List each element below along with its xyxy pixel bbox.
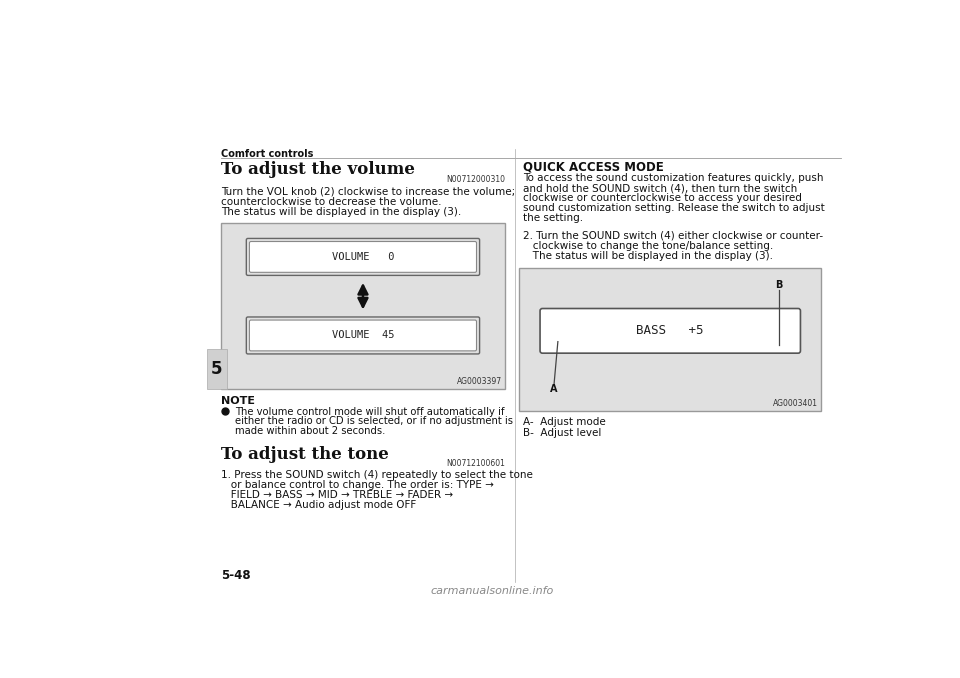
FancyBboxPatch shape: [250, 241, 476, 273]
Text: 5-48: 5-48: [221, 569, 251, 582]
Text: VOLUME  45: VOLUME 45: [332, 330, 395, 340]
Text: To adjust the volume: To adjust the volume: [221, 161, 415, 178]
FancyBboxPatch shape: [247, 317, 480, 354]
FancyBboxPatch shape: [250, 320, 476, 351]
FancyBboxPatch shape: [540, 308, 801, 353]
Text: BALANCE → Audio adjust mode OFF: BALANCE → Audio adjust mode OFF: [221, 500, 416, 511]
Text: 5: 5: [211, 360, 223, 378]
Text: either the radio or CD is selected, or if no adjustment is: either the radio or CD is selected, or i…: [234, 416, 513, 426]
Text: 1. Press the SOUND switch (4) repeatedly to select the tone: 1. Press the SOUND switch (4) repeatedly…: [221, 471, 533, 480]
Text: FIELD → BASS → MID → TREBLE → FADER →: FIELD → BASS → MID → TREBLE → FADER →: [221, 490, 453, 500]
Text: The status will be displayed in the display (3).: The status will be displayed in the disp…: [523, 251, 773, 261]
Text: A: A: [550, 384, 558, 395]
Text: A-  Adjust mode: A- Adjust mode: [523, 417, 606, 427]
Text: the setting.: the setting.: [523, 213, 583, 223]
FancyBboxPatch shape: [206, 349, 227, 389]
Text: BASS   +5: BASS +5: [636, 324, 704, 338]
Text: The volume control mode will shut off automatically if: The volume control mode will shut off au…: [234, 407, 504, 417]
Text: Turn the VOL knob (2) clockwise to increase the volume;: Turn the VOL knob (2) clockwise to incre…: [221, 187, 515, 197]
Text: VOLUME   0: VOLUME 0: [332, 252, 395, 262]
Text: clockwise to change the tone/balance setting.: clockwise to change the tone/balance set…: [523, 241, 773, 251]
Text: sound customization setting. Release the switch to adjust: sound customization setting. Release the…: [523, 203, 825, 213]
Text: NOTE: NOTE: [221, 396, 254, 406]
Text: B-  Adjust level: B- Adjust level: [523, 428, 601, 438]
Text: N00712100601: N00712100601: [446, 460, 505, 468]
Text: counterclockwise to decrease the volume.: counterclockwise to decrease the volume.: [221, 197, 442, 207]
Text: 2. Turn the SOUND switch (4) either clockwise or counter-: 2. Turn the SOUND switch (4) either cloc…: [523, 231, 823, 241]
FancyBboxPatch shape: [519, 268, 822, 411]
Text: AG0003397: AG0003397: [457, 376, 502, 386]
Text: To access the sound customization features quickly, push: To access the sound customization featur…: [523, 173, 824, 183]
Text: and hold the SOUND switch (4), then turn the switch: and hold the SOUND switch (4), then turn…: [523, 183, 797, 193]
Text: made within about 2 seconds.: made within about 2 seconds.: [234, 426, 385, 435]
Text: AG0003401: AG0003401: [773, 399, 818, 408]
Text: Comfort controls: Comfort controls: [221, 149, 313, 159]
Text: or balance control to change. The order is: TYPE →: or balance control to change. The order …: [221, 480, 493, 490]
Text: clockwise or counterclockwise to access your desired: clockwise or counterclockwise to access …: [523, 193, 802, 203]
Text: QUICK ACCESS MODE: QUICK ACCESS MODE: [523, 161, 663, 174]
Text: N00712000310: N00712000310: [446, 174, 505, 184]
Text: To adjust the tone: To adjust the tone: [221, 445, 389, 462]
Text: B: B: [775, 281, 782, 290]
FancyBboxPatch shape: [247, 239, 480, 275]
Text: carmanualsonline.info: carmanualsonline.info: [430, 586, 554, 596]
Text: The status will be displayed in the display (3).: The status will be displayed in the disp…: [221, 207, 461, 217]
FancyBboxPatch shape: [221, 223, 505, 388]
